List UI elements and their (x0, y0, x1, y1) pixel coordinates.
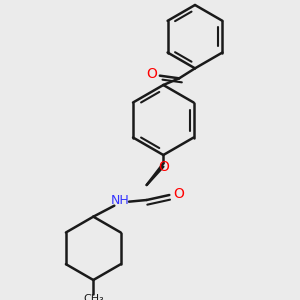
Text: O: O (146, 67, 157, 81)
Text: O: O (158, 160, 169, 174)
Text: NH: NH (111, 194, 129, 208)
Text: CH₃: CH₃ (83, 294, 104, 300)
Text: O: O (173, 187, 184, 201)
